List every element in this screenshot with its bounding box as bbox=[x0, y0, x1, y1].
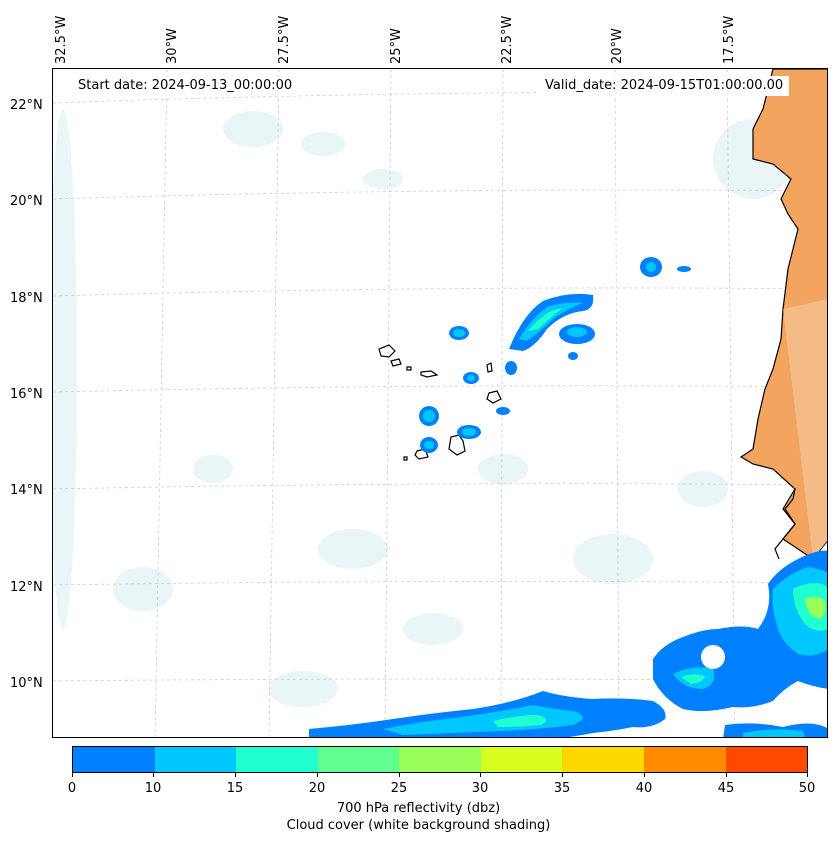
lat-label: 22°N bbox=[10, 98, 43, 113]
map-canvas bbox=[53, 69, 827, 737]
map-panel bbox=[52, 68, 828, 738]
colorbar-tick-label: 30 bbox=[471, 781, 489, 796]
colorbar-segment bbox=[236, 747, 318, 772]
colorbar-tick-label: 15 bbox=[226, 781, 244, 796]
colorbar bbox=[72, 746, 808, 773]
lat-label: 20°N bbox=[10, 194, 43, 209]
colorbar-tick-label: 0 bbox=[67, 781, 77, 796]
lat-label: 10°N bbox=[10, 676, 43, 691]
colorbar-tick-label: 50 bbox=[798, 781, 816, 796]
land-africa bbox=[739, 69, 827, 560]
colorbar-tick-label: 45 bbox=[717, 781, 735, 796]
colorbar-segment bbox=[154, 747, 237, 772]
lon-label: 22.5°W bbox=[500, 15, 515, 64]
cloud-cover-shading bbox=[53, 109, 793, 707]
colorbar-tick-label: 35 bbox=[553, 781, 571, 796]
colorbar-segment bbox=[643, 747, 726, 772]
reflectivity-cells bbox=[309, 257, 827, 737]
colorbar-segment bbox=[317, 747, 400, 772]
colorbar-label: 700 hPa reflectivity (dbz) bbox=[336, 801, 501, 816]
lon-label: 27.5°W bbox=[277, 15, 292, 64]
colorbar-segment bbox=[73, 747, 155, 772]
valid-date-annotation: Valid_date: 2024-09-15T01:00:00.00 bbox=[539, 76, 790, 96]
colorbar-tick-label: 40 bbox=[635, 781, 653, 796]
colorbar-segment bbox=[399, 747, 481, 772]
colorbar-segment bbox=[725, 747, 808, 772]
lon-label: 30°W bbox=[165, 28, 180, 64]
colorbar-tick-label: 20 bbox=[308, 781, 326, 796]
colorbar-segment bbox=[562, 747, 644, 772]
colorbar-tick-label: 25 bbox=[390, 781, 408, 796]
lat-label: 12°N bbox=[10, 580, 43, 595]
lon-label: 20°W bbox=[610, 28, 625, 64]
colorbar-sublabel: Cloud cover (white background shading) bbox=[286, 818, 551, 833]
colorbar-segment bbox=[480, 747, 563, 772]
lon-label: 25°W bbox=[389, 28, 404, 64]
colorbar-tick-label: 10 bbox=[144, 781, 162, 796]
lon-label: 17.5°W bbox=[722, 15, 737, 64]
lat-label: 18°N bbox=[10, 291, 43, 306]
start-date-annotation: Start date: 2024-09-13_00:00:00 bbox=[72, 76, 299, 96]
lat-label: 16°N bbox=[10, 387, 43, 402]
lon-label: 32.5°W bbox=[54, 15, 69, 64]
coastline-south bbox=[774, 488, 796, 560]
lat-label: 14°N bbox=[10, 483, 43, 498]
cape-verde-islands bbox=[378, 344, 502, 461]
